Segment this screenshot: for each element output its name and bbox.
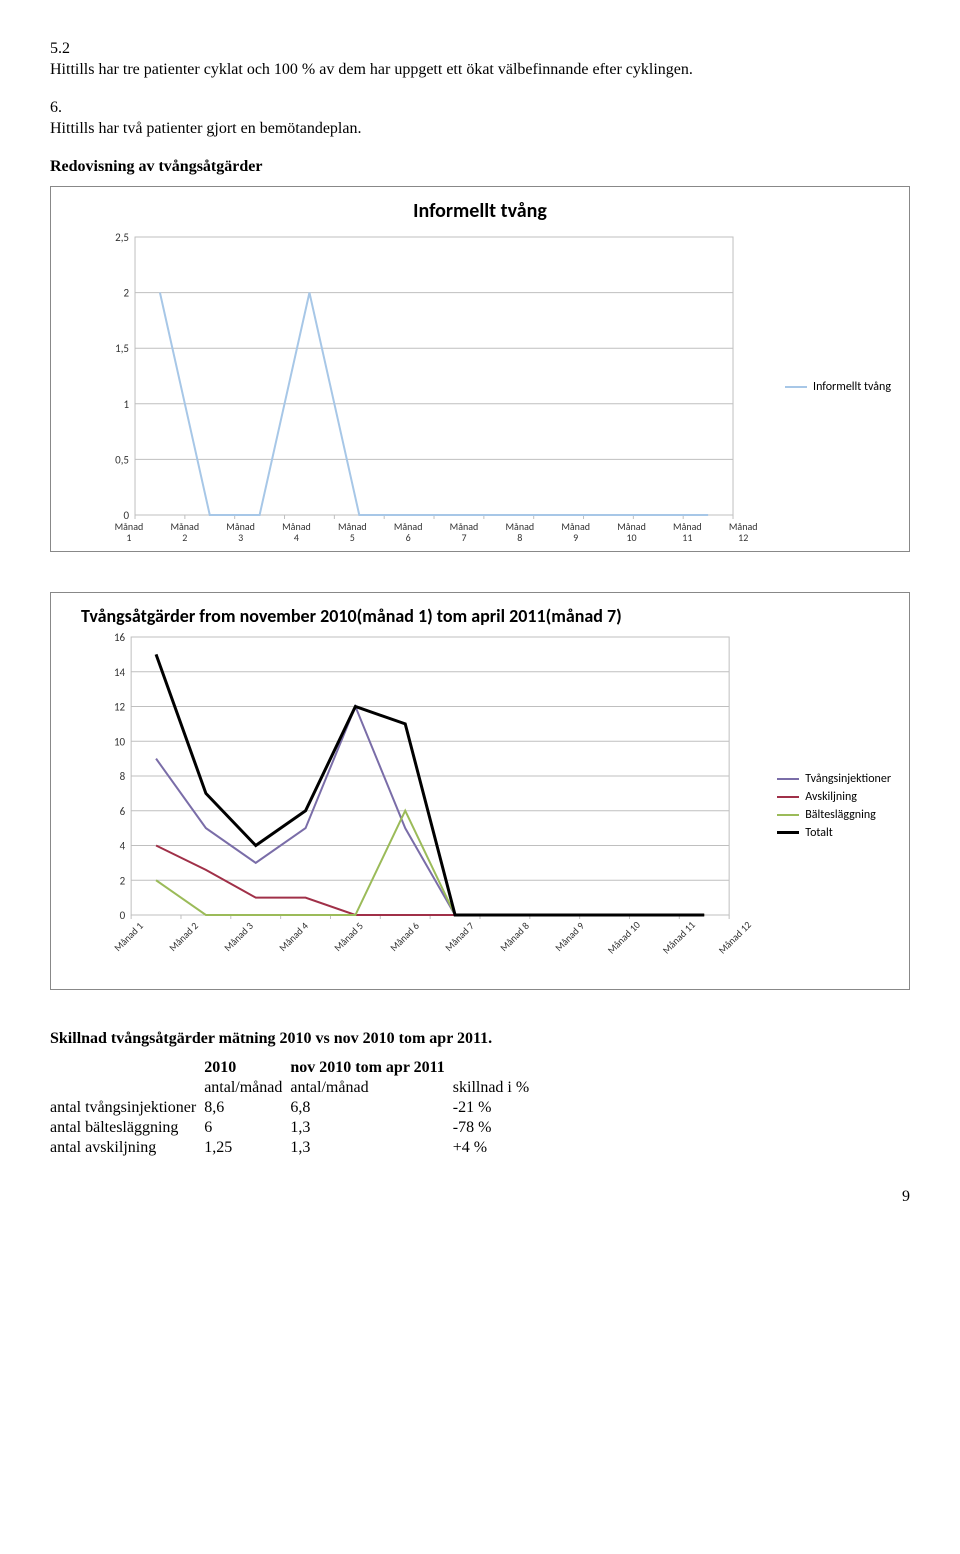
svg-text:2: 2 <box>123 286 129 299</box>
skillnad-table: 2010 nov 2010 tom apr 2011 antal/månad a… <box>50 1058 537 1158</box>
chart1-legend-label: Informellt tvång <box>813 380 891 394</box>
svg-text:0,5: 0,5 <box>115 453 129 466</box>
svg-text:10: 10 <box>114 735 126 748</box>
chart2-plot: 0246810121416 Månad 1Månad 2Månad 3Månad… <box>63 631 763 981</box>
table-row: antal avskiljning 1,25 1,3 +4 % <box>50 1138 537 1158</box>
svg-text:8: 8 <box>120 770 126 783</box>
page-number: 9 <box>50 1188 910 1206</box>
svg-text:2,5: 2,5 <box>115 231 129 244</box>
svg-text:0: 0 <box>120 909 126 921</box>
chart2-legend-label: Avskiljning <box>805 790 857 804</box>
svg-text:4: 4 <box>120 839 126 852</box>
svg-text:1: 1 <box>123 397 129 410</box>
svg-text:1,5: 1,5 <box>115 342 129 355</box>
skillnad-title: Skillnad tvångsåtgärder mätning 2010 vs … <box>50 1030 910 1048</box>
chart2-legend: Tvångsinjektioner Avskiljning Bältesläggni… <box>763 768 897 844</box>
chart2-title: Tvångsåtgärder from november 2010(månad … <box>81 605 897 627</box>
chart1-title: Informellt tvång <box>63 199 897 223</box>
svg-text:12: 12 <box>114 700 126 713</box>
section-6-number: 6. <box>50 99 910 117</box>
chart1-plot: 00,511,522,5 Månad1Månad2Månad3Månad4Mån… <box>63 231 771 543</box>
svg-text:0: 0 <box>123 509 129 521</box>
table-row: 2010 nov 2010 tom apr 2011 <box>50 1058 537 1078</box>
section-5-2-text: Hittills har tre patienter cyklat och 10… <box>50 60 910 81</box>
chart2-legend-label: Bältesläggning <box>805 808 876 822</box>
svg-text:2: 2 <box>120 874 126 887</box>
table-row: antal tvångsinjektioner 8,6 6,8 -21 % <box>50 1098 537 1118</box>
table-row: antal/månad antal/månad skillnad i % <box>50 1078 537 1098</box>
chart2-legend-label: Tvångsinjektioner <box>805 772 891 786</box>
section-6-text: Hittills har två patienter gjort en bemö… <box>50 119 910 140</box>
section-5-2-number: 5.2 <box>50 40 910 58</box>
table-row: antal bältesläggning 6 1,3 -78 % <box>50 1118 537 1138</box>
chart1-legend: Informellt tvång <box>771 376 897 398</box>
svg-text:16: 16 <box>114 631 126 644</box>
svg-text:14: 14 <box>114 665 126 678</box>
svg-text:6: 6 <box>120 804 126 817</box>
redo-heading: Redovisning av tvångsåtgärder <box>50 158 910 176</box>
chart2-legend-label: Totalt <box>805 826 833 840</box>
chart2-container: Tvångsåtgärder from november 2010(månad … <box>50 592 910 990</box>
chart1-container: Informellt tvång 00,511,522,5 Månad1Måna… <box>50 186 910 552</box>
